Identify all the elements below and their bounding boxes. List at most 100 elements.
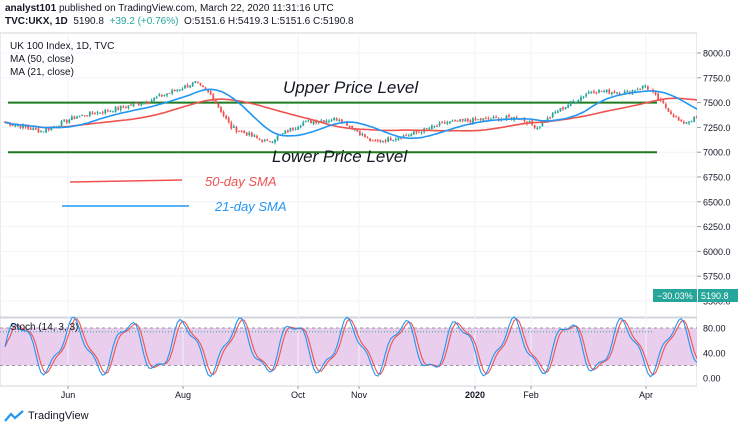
candle-body: [451, 120, 454, 122]
candle-body: [430, 125, 433, 130]
candle-body: [577, 99, 580, 103]
candle-body: [670, 111, 672, 114]
candle-body: [505, 115, 508, 120]
price-tick-label: 7750.0: [703, 73, 731, 83]
price-tick-label: 8000.0: [703, 49, 731, 59]
price-tick-label: 7500.0: [703, 98, 731, 108]
candle-body: [76, 116, 78, 119]
candle-body: [132, 103, 135, 107]
candle-body: [646, 86, 649, 90]
ma21-line: [4, 88, 740, 140]
candle-body: [112, 111, 114, 113]
candle-body: [528, 121, 531, 124]
candle-body: [29, 128, 32, 130]
candle-body: [466, 118, 469, 122]
price-tick-label: 5750.0: [703, 272, 731, 282]
candle-body: [551, 112, 554, 118]
candle-body: [158, 94, 161, 97]
candle-body: [585, 94, 588, 97]
candle-body: [387, 137, 390, 142]
candle-body: [479, 118, 482, 121]
candle-body: [304, 120, 307, 122]
candle-body: [94, 113, 96, 115]
candle-body: [106, 110, 109, 112]
candle-body: [83, 115, 86, 117]
candle-body: [124, 107, 127, 109]
candle-body: [173, 89, 176, 91]
stoch-tick-label: 80.00: [703, 324, 726, 334]
candle-body: [446, 122, 449, 124]
candle-body: [88, 111, 91, 116]
candle-body: [374, 140, 377, 142]
candle-body: [155, 96, 158, 98]
candle-body: [202, 85, 204, 88]
candle-body: [268, 141, 271, 143]
candle-body: [346, 122, 348, 126]
candle-body: [448, 121, 451, 124]
candle-body: [222, 111, 225, 116]
candle-body: [16, 125, 19, 127]
candle-body: [176, 89, 179, 91]
candle-body: [562, 107, 564, 110]
candle-body: [492, 117, 495, 119]
lower-level-label: Lower Price Level: [272, 147, 408, 166]
price-tick-label: 6500.0: [703, 197, 731, 207]
candle-body: [286, 130, 289, 133]
candle-body: [549, 117, 552, 119]
candle-body: [37, 128, 40, 133]
price-tick-label: 7250.0: [703, 123, 731, 133]
candle-body: [636, 89, 639, 91]
candle-body: [117, 107, 120, 110]
candle-body: [292, 128, 294, 130]
candle-body: [477, 119, 480, 121]
tradingview-logo[interactable]: TradingView: [4, 410, 89, 422]
stoch-k-line: [4, 316, 740, 378]
candle-body: [104, 109, 107, 114]
candle-body: [238, 130, 240, 132]
candle-body: [559, 107, 562, 112]
candle-body: [225, 115, 228, 119]
candle-body: [600, 90, 603, 92]
candle-body: [482, 118, 485, 121]
candle-body: [461, 118, 464, 121]
price-tick-label: 7000.0: [703, 148, 731, 158]
candle-body: [220, 107, 222, 113]
candle-body: [592, 91, 595, 93]
candle-body: [605, 89, 608, 92]
candle-body: [24, 125, 27, 128]
candle-body: [256, 135, 258, 138]
candle-body: [166, 93, 168, 96]
candle-body: [554, 112, 557, 114]
candle-body: [302, 122, 305, 126]
candle-body: [657, 93, 660, 100]
candle-body: [394, 138, 397, 140]
candle-body: [181, 88, 184, 90]
candle-body: [690, 121, 693, 123]
candle-body: [261, 139, 264, 142]
candle-body: [315, 120, 318, 124]
candle-body: [564, 106, 567, 110]
time-tick-label: Jun: [61, 390, 76, 400]
candle-body: [191, 82, 194, 87]
candle-body: [209, 91, 212, 95]
candle-body: [598, 90, 600, 93]
stoch-band: [0, 328, 697, 366]
candle-body: [685, 122, 688, 124]
candle-body: [405, 135, 408, 137]
candle-body: [472, 118, 474, 123]
candle-body: [325, 120, 328, 123]
candle-body: [322, 120, 325, 123]
chart-canvas[interactable]: 8000.0 7750.0 7500.0 7250.0 7000.0 6750.0 6500…: [0, 0, 740, 410]
candle-body: [227, 117, 230, 123]
candle-body: [14, 125, 17, 127]
stoch-d-line: [4, 318, 740, 376]
candle-body: [68, 119, 71, 123]
candle-body: [590, 91, 593, 93]
candle-body: [142, 102, 145, 105]
ma21-legend: MA (21, close): [10, 67, 74, 78]
candle-body: [60, 120, 63, 127]
candle-body: [34, 127, 37, 130]
candle-body: [433, 125, 436, 127]
price-tick-label: 6750.0: [703, 173, 731, 183]
candle-body: [4, 121, 6, 123]
